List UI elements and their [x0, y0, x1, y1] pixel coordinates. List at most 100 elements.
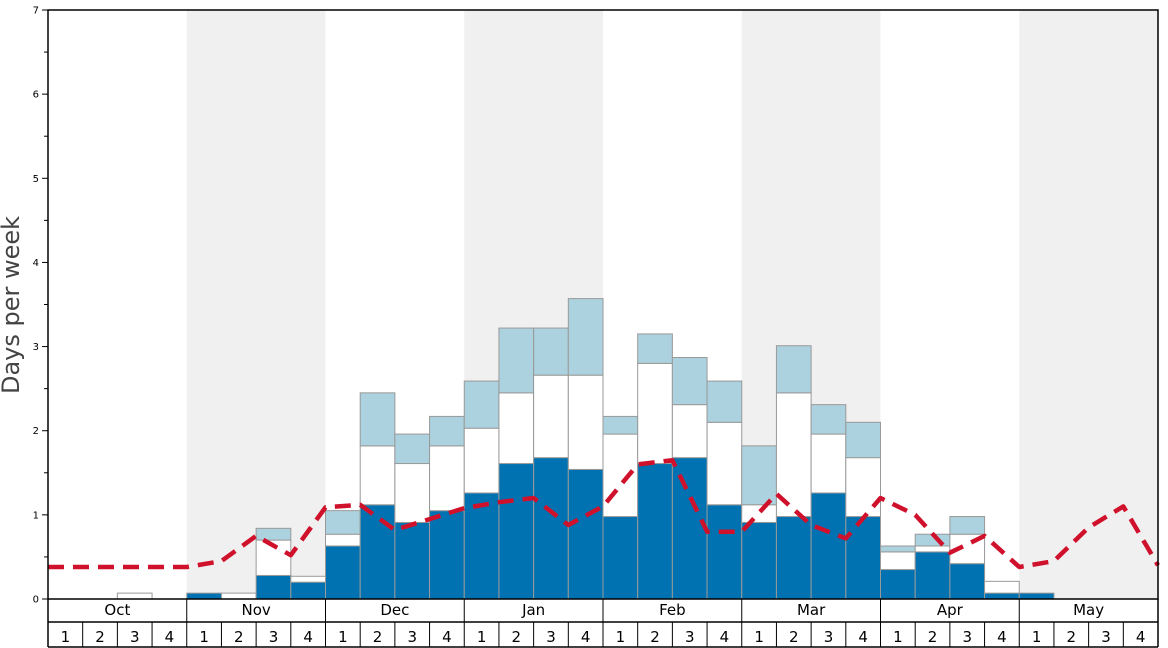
- week-label: 2: [1067, 628, 1077, 646]
- bar-week-14-segment-2: [498, 392, 535, 465]
- bar-week-20-segment-2: [706, 421, 743, 506]
- bar-week-10-segment-2: [359, 445, 396, 506]
- week-label: 1: [754, 628, 764, 646]
- week-label: 1: [893, 628, 903, 646]
- bar-week-19-segment-1: [671, 457, 708, 600]
- bar-week-15-segment-1: [533, 457, 569, 600]
- bar-week-23-segment-3: [810, 404, 847, 435]
- bar-week-8-segment-2: [290, 575, 326, 583]
- week-label: 4: [858, 628, 868, 646]
- bar-week-15-segment-2: [533, 374, 569, 459]
- bar-week-27-segment-1: [949, 563, 986, 600]
- bar-week-13-segment-1: [463, 492, 500, 600]
- week-label: 4: [303, 628, 313, 646]
- bar-week-25-segment-3: [880, 545, 916, 553]
- bar-week-18-segment-2: [637, 362, 673, 465]
- bar-week-9-segment-2: [325, 533, 361, 547]
- bar-week-20-segment-1: [706, 504, 743, 600]
- week-label: 1: [338, 628, 348, 646]
- month-label-dec: Dec: [380, 601, 409, 619]
- bar-week-12-segment-2: [429, 445, 465, 512]
- bar-week-26-segment-2: [914, 545, 951, 553]
- bar-week-20-segment-3: [706, 380, 743, 423]
- month-label-oct: Oct: [104, 601, 130, 619]
- y-tick-label: 0: [33, 595, 39, 606]
- bar-week-10-segment-1: [359, 504, 396, 600]
- bar-week-17-segment-1: [602, 516, 639, 600]
- dashed-average-line: [48, 457, 1160, 570]
- bar-week-18-segment-3: [637, 333, 673, 364]
- bar-week-9-segment-1: [325, 545, 361, 600]
- week-label: 4: [581, 628, 591, 646]
- week-label: 1: [61, 628, 71, 646]
- week-label: 2: [789, 628, 799, 646]
- month-shade-nov: [186, 10, 326, 599]
- y-tick-label: 5: [33, 174, 39, 185]
- y-tick-label: 6: [33, 90, 39, 101]
- y-tick-label: 1: [33, 510, 39, 521]
- bar-week-21-segment-1: [741, 521, 777, 600]
- bar-week-3-segment-2: [116, 592, 153, 600]
- month-shade-may: [1019, 10, 1158, 599]
- week-label: 3: [269, 628, 279, 646]
- y-tick-label: 3: [33, 342, 39, 353]
- bar-week-22-segment-3: [775, 345, 812, 394]
- week-label: 2: [373, 628, 383, 646]
- bar-week-16-segment-3: [567, 298, 604, 376]
- bar-week-17-segment-3: [602, 415, 639, 435]
- bar-week-7-segment-3: [255, 527, 292, 541]
- bar-week-11-segment-3: [394, 433, 431, 465]
- bar-week-25-segment-1: [880, 569, 916, 600]
- week-label: 3: [962, 628, 972, 646]
- bar-week-28-segment-2: [984, 580, 1020, 594]
- bar-week-9-segment-3: [325, 510, 361, 535]
- bar-layer: [116, 298, 1055, 600]
- bar-week-11-segment-2: [394, 463, 431, 523]
- dashed-line-layer: [48, 457, 1160, 570]
- month-label-nov: Nov: [241, 601, 270, 619]
- bar-week-23-segment-2: [810, 433, 847, 494]
- bar-week-21-segment-2: [741, 504, 777, 523]
- bar-week-13-segment-2: [463, 427, 500, 494]
- y-tick-label: 4: [33, 258, 39, 269]
- bar-week-13-segment-3: [463, 380, 500, 429]
- bar-week-11-segment-1: [394, 521, 431, 600]
- bar-week-5-segment-1: [186, 592, 222, 600]
- x-axis: Oct 1 2 3 4 Nov 1 2 3 4 Dec 1 2 3 4 Jan 1 2 3 4 Feb 1 2 3 4 Mar 1 2…: [47, 599, 1159, 648]
- bar-week-26-segment-1: [914, 551, 951, 600]
- week-label: 2: [512, 628, 522, 646]
- bar-week-25-segment-2: [880, 551, 916, 571]
- week-label: 4: [165, 628, 175, 646]
- bar-week-8-segment-1: [290, 581, 326, 600]
- bar-week-24-segment-2: [845, 457, 881, 518]
- week-label: 2: [234, 628, 244, 646]
- bar-week-16-segment-1: [567, 468, 604, 600]
- bar-week-19-segment-3: [671, 357, 708, 406]
- bar-week-14-segment-1: [498, 463, 535, 600]
- week-label: 4: [1136, 628, 1146, 646]
- week-label: 1: [477, 628, 487, 646]
- bar-week-18-segment-1: [637, 463, 673, 600]
- bar-week-29-segment-1: [1018, 592, 1055, 600]
- week-label: 4: [997, 628, 1007, 646]
- week-label: 1: [1032, 628, 1042, 646]
- week-label: 3: [546, 628, 556, 646]
- y-tick-label: 2: [33, 426, 39, 437]
- bar-week-28-segment-1: [984, 592, 1020, 600]
- bar-week-24-segment-3: [845, 421, 881, 459]
- bar-week-22-segment-2: [775, 392, 812, 518]
- bar-week-22-segment-1: [775, 516, 812, 600]
- y-tick-label: 7: [33, 6, 39, 17]
- bar-week-10-segment-3: [359, 392, 396, 447]
- week-label: 2: [95, 628, 105, 646]
- bar-week-23-segment-1: [810, 492, 847, 600]
- month-label-jan: Jan: [521, 601, 545, 619]
- month-label-may: May: [1073, 601, 1104, 619]
- week-label: 1: [199, 628, 209, 646]
- week-label: 3: [130, 628, 140, 646]
- week-label: 3: [685, 628, 695, 646]
- bar-week-24-segment-1: [845, 516, 881, 600]
- week-label: 3: [824, 628, 834, 646]
- month-label-mar: Mar: [797, 601, 826, 619]
